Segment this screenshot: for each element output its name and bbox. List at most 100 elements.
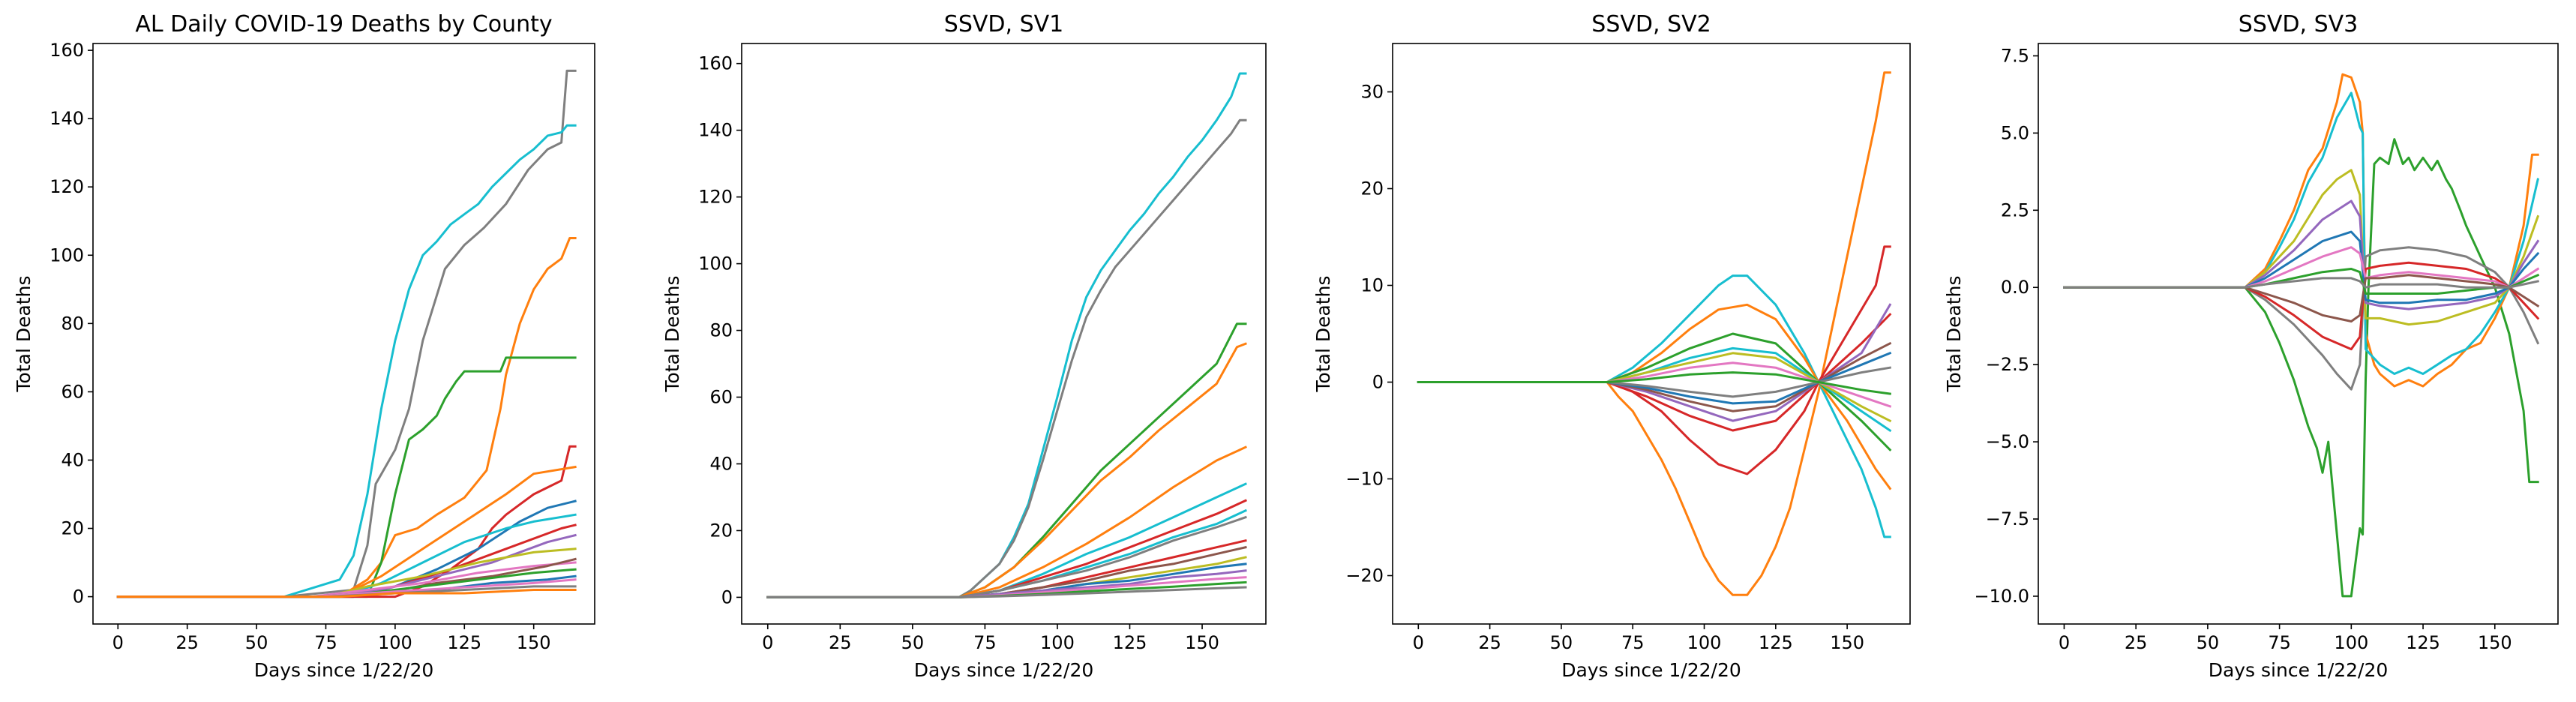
chart-2-y-tick-label-2: 20 <box>709 520 733 541</box>
chart-4-series-line-1 <box>2063 138 2539 598</box>
chart-3-x-axis-label: Days since 1/22/20 <box>1561 659 1741 681</box>
chart-1-x-tick-label-5: 100 <box>378 632 412 653</box>
chart-4-y-tick-label-6: 2.5 <box>2001 200 2029 220</box>
chart-3-y-axis-label: Total Deaths <box>1312 276 1334 393</box>
chart-3-series-line-5 <box>1417 332 1892 452</box>
chart-1-x-tick-label-4: 75 <box>314 632 337 653</box>
chart-1-x-tick-label-3: 50 <box>245 632 268 653</box>
chart-3-series-line-13 <box>1417 366 1892 398</box>
chart-1-y-tick-label-7: 120 <box>49 176 84 197</box>
chart-1-series-line-2 <box>116 124 577 598</box>
chart-2-series-line-2 <box>766 118 1247 598</box>
chart-4-x-axis-label: Days since 1/22/20 <box>2209 659 2389 681</box>
chart-2-axes-frame <box>741 43 1267 625</box>
chart-2-series-group <box>766 72 1247 598</box>
chart-2-y-tick-label-8: 140 <box>698 120 733 141</box>
chart-4: 0 25 50 75 100 125 150 −10.0 −7.5 −5.0 −2.5 0.0 2.5 5… <box>1943 11 2559 681</box>
chart-1-x-axis-label: Days since 1/22/20 <box>254 659 434 681</box>
chart-3-series-line-2 <box>1417 274 1891 538</box>
chart-3-y-tick-label-3: 0 <box>1372 372 1384 393</box>
chart-2-y-tick-label-6: 100 <box>698 254 733 274</box>
chart-2-y-tick-label-9: 160 <box>698 53 733 74</box>
chart-3-x-tick-label-4: 75 <box>1621 632 1645 653</box>
chart-4-series-group <box>2063 73 2540 598</box>
chart-2-y-axis-label: Total Deaths <box>661 276 683 393</box>
chart-1-series-line-1 <box>116 69 577 598</box>
chart-4-series-line-7 <box>2063 261 2540 351</box>
chart-2-y-tick-label-4: 60 <box>709 387 733 408</box>
chart-4-y-tick-label-7: 5.0 <box>2001 122 2029 143</box>
chart-3-y-tick-label-6: 30 <box>1360 82 1384 103</box>
chart-1-title: AL Daily COVID-19 Deaths by County <box>135 11 552 38</box>
chart-4-x-tick-label-2: 25 <box>2125 632 2148 653</box>
chart-3: 0 25 50 75 100 125 150 −20 −10 0 10 20 30 SSVD, SV2 Da… <box>1312 11 1911 681</box>
chart-2-y-tick-label-5: 80 <box>709 320 733 341</box>
chart-2-series-line-17 <box>766 586 1247 598</box>
chart-3-x-tick-label-7: 150 <box>1830 632 1864 653</box>
chart-2: 0 25 50 75 100 125 150 0 20 40 60 80 100 120 140 160 SSV… <box>661 11 1267 681</box>
chart-1-x-tick-label-2: 25 <box>175 632 199 653</box>
chart-3-series-line-14 <box>1417 371 1891 395</box>
chart-1-series-line-18 <box>116 589 577 598</box>
chart-1-x-tick-label-1: 0 <box>112 632 124 653</box>
chart-4-axes-frame <box>2038 43 2559 625</box>
chart-4-x-tick-label-4: 75 <box>2268 632 2291 653</box>
chart-1-y-tick-label-5: 80 <box>61 313 84 334</box>
chart-3-title: SSVD, SV2 <box>1591 11 1711 38</box>
chart-2-x-tick-label-6: 125 <box>1113 632 1147 653</box>
chart-4-series-line-12 <box>2063 277 2539 289</box>
chart-2-x-tick-label-3: 50 <box>901 632 925 653</box>
chart-1-series-line-4 <box>116 356 577 598</box>
chart-4-y-tick-label-4: −2.5 <box>1986 354 2029 375</box>
chart-2-x-tick-label-4: 75 <box>973 632 997 653</box>
chart-3-series-line-1 <box>1417 71 1891 596</box>
chart-1-x-tick-label-6: 125 <box>447 632 481 653</box>
chart-3-x-tick-label-5: 100 <box>1687 632 1722 653</box>
chart-2-title: SSVD, SV1 <box>944 11 1063 38</box>
chart-1-x-tick-label-7: 150 <box>517 632 551 653</box>
chart-2-series-line-1 <box>766 72 1247 598</box>
chart-4-series-line-3 <box>2063 92 2539 375</box>
chart-4-x-tick-label-7: 150 <box>2478 632 2512 653</box>
chart-4-y-tick-label-8: 7.5 <box>2001 45 2029 66</box>
chart-1-y-tick-label-6: 100 <box>49 244 84 266</box>
chart-4-y-tick-label-5: 0.0 <box>2001 277 2029 298</box>
chart-3-series-line-4 <box>1417 245 1891 476</box>
chart-1-series-line-3 <box>116 237 577 598</box>
chart-2-x-tick-label-7: 150 <box>1185 632 1219 653</box>
chart-4-series-line-4 <box>2063 246 2540 391</box>
chart-2-x-tick-label-2: 25 <box>829 632 852 653</box>
chart-1: 0 25 50 75 100 125 150 0 20 40 60 80 100 120 140 160 AL … <box>13 11 595 681</box>
chart-3-y-tick-label-1: −20 <box>1345 566 1384 586</box>
chart-1-series-group <box>116 69 577 598</box>
chart-4-x-tick-label-5: 100 <box>2334 632 2368 653</box>
chart-4-series-line-9 <box>2063 246 2540 289</box>
chart-1-y-tick-label-8: 140 <box>49 108 84 129</box>
chart-3-x-tick-label-6: 125 <box>1759 632 1793 653</box>
chart-4-series-line-6 <box>2063 200 2540 310</box>
chart-3-x-tick-label-1: 0 <box>1413 632 1424 653</box>
chart-2-y-tick-label-3: 40 <box>709 453 733 474</box>
chart-3-series-line-6 <box>1417 313 1892 432</box>
chart-2-x-axis-label: Days since 1/22/20 <box>914 659 1094 681</box>
chart-4-y-tick-label-2: −7.5 <box>1986 508 2029 530</box>
chart-4-series-line-2 <box>2063 73 2539 388</box>
chart-2-y-tick-label-1: 0 <box>721 586 733 608</box>
chart-3-y-tick-label-5: 20 <box>1360 178 1384 200</box>
chart-1-y-tick-label-2: 20 <box>61 518 84 539</box>
chart-3-x-tick-label-3: 50 <box>1550 632 1573 653</box>
chart-3-series-line-3 <box>1417 303 1892 490</box>
chart-1-y-tick-label-4: 60 <box>61 381 84 402</box>
chart-4-y-tick-label-3: −5.0 <box>1986 431 2029 452</box>
chart-3-x-tick-label-2: 25 <box>1478 632 1501 653</box>
chart-1-y-tick-label-1: 0 <box>73 586 84 608</box>
chart-3-series-group <box>1417 71 1892 596</box>
chart-3-y-tick-label-2: −10 <box>1345 469 1384 490</box>
chart-1-axes-frame <box>92 43 595 625</box>
chart-2-y-tick-label-7: 120 <box>698 187 733 208</box>
chart-4-x-tick-label-6: 125 <box>2406 632 2440 653</box>
chart-4-title: SSVD, SV3 <box>2239 11 2358 38</box>
chart-3-series-line-7 <box>1417 303 1892 422</box>
chart-3-series-line-9 <box>1417 352 1892 423</box>
